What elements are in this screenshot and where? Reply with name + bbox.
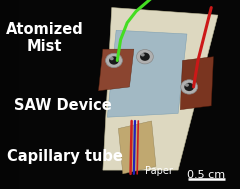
Text: SAW Device: SAW Device: [14, 98, 112, 113]
Text: Atomized
Mist: Atomized Mist: [6, 22, 83, 54]
Circle shape: [109, 56, 119, 65]
Polygon shape: [118, 121, 156, 174]
Circle shape: [181, 80, 198, 94]
Text: Paper: Paper: [145, 166, 173, 176]
Circle shape: [185, 83, 189, 87]
Polygon shape: [180, 57, 213, 110]
Circle shape: [106, 53, 122, 68]
Polygon shape: [107, 30, 187, 117]
Circle shape: [140, 53, 150, 61]
Circle shape: [137, 50, 153, 64]
Circle shape: [141, 53, 145, 57]
Polygon shape: [98, 49, 134, 91]
Text: Capillary tube: Capillary tube: [7, 149, 123, 164]
Text: 0.5 cm: 0.5 cm: [187, 170, 225, 180]
Circle shape: [110, 57, 114, 60]
Circle shape: [184, 83, 194, 91]
Polygon shape: [103, 8, 218, 170]
